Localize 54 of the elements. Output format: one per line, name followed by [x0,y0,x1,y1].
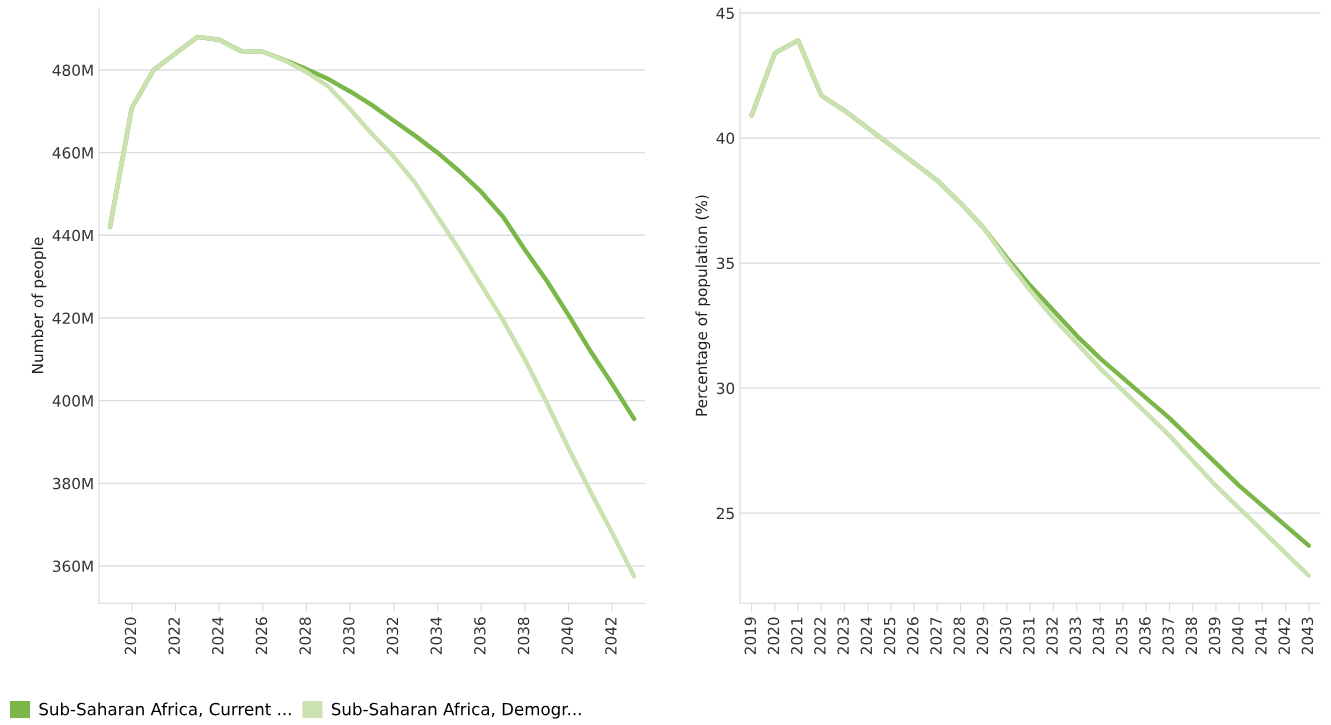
x-tick-label: 2039 [1208,617,1221,655]
y-tick-label: 440M [52,229,93,242]
x-tick-label: 2023 [837,617,849,655]
legend-label: Sub-Saharan Africa, Demogr... [331,702,581,719]
x-tick-label: 2030 [343,617,355,655]
x-tick-label: 2028 [299,617,311,655]
x-tick-label: 2032 [1046,617,1058,655]
x-tick-label: 2026 [907,617,919,655]
x-tick-label: 2029 [976,617,989,655]
y-tick-label: 40 [716,132,735,145]
x-tick-label: 2034 [430,617,442,655]
x-tick-label: 2034 [1092,617,1105,655]
y-axis-title: Percentage of population (%) [695,195,711,416]
x-tick-label: 2035 [1115,617,1128,655]
x-tick-label: 2033 [1069,617,1082,655]
x-tick-label: 2030 [999,617,1012,655]
x-tick-label: 2019 [744,617,757,655]
x-tick-label: 2038 [517,617,530,655]
line-series [107,34,637,579]
x-tick-label: 2026 [255,617,268,655]
y-tick-label: 35 [716,257,734,270]
x-tick-label: 2036 [1139,617,1151,655]
y-tick-label: 400M [52,395,93,407]
x-tick-label: 2021 [790,617,803,655]
y-axis-title: Number of people [31,237,47,373]
x-tick-label: 2042 [1278,617,1290,655]
y-tick-label: 25 [716,507,734,520]
x-tick-label: 2042 [605,617,617,655]
y-tick-label: 45 [716,7,734,19]
x-tick-label: 2028 [953,617,965,655]
legend-label: Sub-Saharan Africa, Current ... [39,702,291,718]
x-tick-label: 2041 [1255,617,1267,655]
x-tick-label: 2025 [883,617,896,655]
y-tick-label: 30 [716,382,735,395]
x-tick-label: 2020 [124,617,137,655]
x-tick-label: 2022 [168,617,180,655]
y-tick-label: 360M [52,560,93,573]
y-tick-label: 380M [52,477,93,490]
x-tick-label: 2040 [561,617,573,655]
x-tick-label: 2038 [1185,617,1198,655]
x-tick-label: 2040 [1231,617,1244,655]
x-tick-label: 2027 [930,617,942,655]
x-tick-label: 2036 [474,617,486,655]
y-tick-label: 480M [52,64,93,76]
x-tick-label: 2032 [386,617,399,655]
x-tick-label: 2037 [1162,617,1174,655]
x-tick-label: 2022 [814,617,826,655]
x-tick-label: 2020 [767,617,780,655]
x-tick-label: 2024 [860,617,873,655]
y-tick-label: 420M [52,312,93,325]
x-tick-label: 2024 [212,617,224,655]
x-tick-label: 2043 [1301,617,1314,655]
x-tick-label: 2031 [1023,617,1035,655]
y-tick-label: 460M [52,147,93,159]
